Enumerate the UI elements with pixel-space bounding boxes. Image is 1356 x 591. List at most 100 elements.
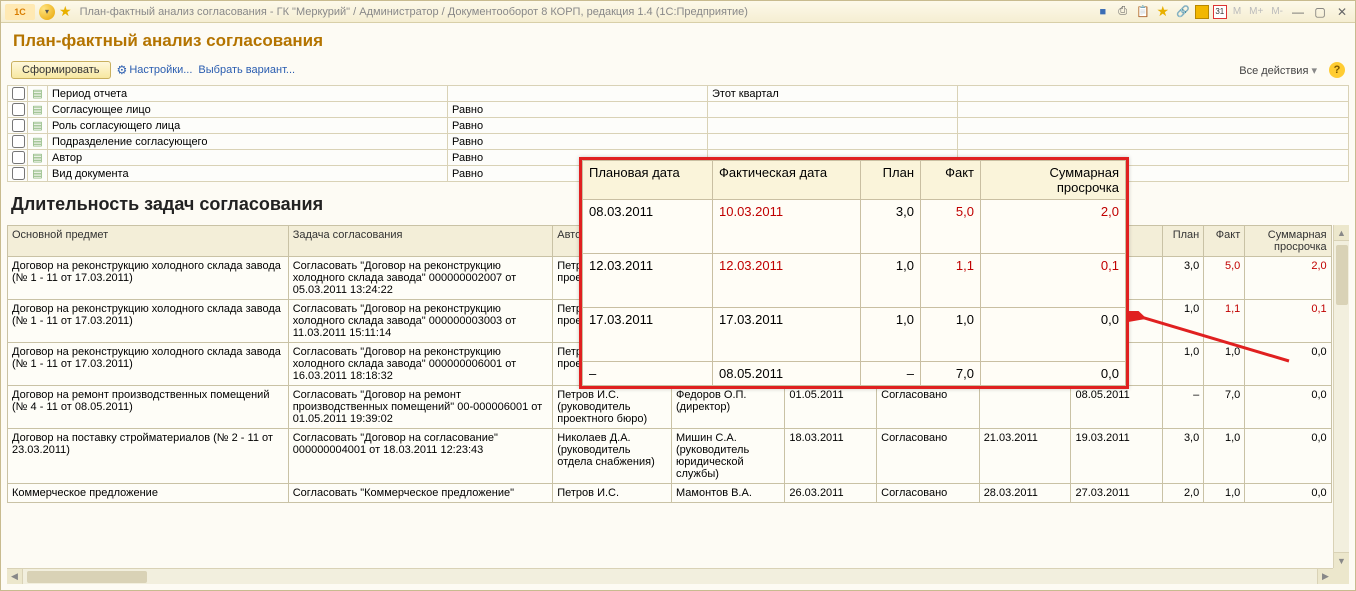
cell-fact: 5,0 bbox=[1204, 257, 1245, 300]
scrollbar-vertical[interactable]: ▲ ▼ bbox=[1333, 225, 1349, 568]
cell-fact: 1,1 bbox=[1204, 300, 1245, 343]
calendar-icon[interactable]: 31 bbox=[1213, 5, 1227, 19]
scrollbar-horizontal[interactable]: ◀ ▶ bbox=[7, 568, 1333, 584]
form-button[interactable]: Сформировать bbox=[11, 61, 111, 79]
cell-author: Петров И.С. (руководитель проектного бюр… bbox=[553, 386, 672, 429]
cell-plan: 3,0 bbox=[1163, 429, 1204, 484]
app-window: 1C ▾ ★ План-фактный анализ согласования … bbox=[0, 0, 1356, 591]
filter-checkbox-cell[interactable] bbox=[8, 166, 28, 182]
cell-plan: 1,0 bbox=[1163, 300, 1204, 343]
cell-status: Согласовано bbox=[877, 484, 980, 503]
cell-overdue: 0,0 bbox=[1245, 386, 1331, 429]
titlebar-right: ■ ⎙ 📋 ★ 🔗 31 M M+ M- — ▢ ✕ bbox=[1095, 4, 1351, 20]
scroll-thumb-h[interactable] bbox=[27, 571, 147, 583]
cell-task: Согласовать "Договор на согласование" 00… bbox=[288, 429, 553, 484]
scroll-thumb-v[interactable] bbox=[1336, 245, 1348, 305]
filter-val[interactable] bbox=[708, 118, 958, 134]
filter-icon: ▤ bbox=[28, 118, 48, 134]
print-icon[interactable]: ⎙ bbox=[1115, 4, 1131, 20]
filter-checkbox-cell[interactable] bbox=[8, 134, 28, 150]
help-icon[interactable]: ? bbox=[1329, 62, 1345, 78]
minimize-icon[interactable]: — bbox=[1289, 4, 1307, 20]
filter-row: ▤Период отчетаЭтот квартал bbox=[8, 86, 1349, 102]
ov-col-fdate: Фактическая дата bbox=[713, 161, 861, 200]
cell-task: Согласовать "Договор на реконструкцию хо… bbox=[288, 343, 553, 386]
ov-plan: 1,0 bbox=[861, 308, 921, 362]
cell-task: Согласовать "Договор на реконструкцию хо… bbox=[288, 300, 553, 343]
clipboard-icon[interactable]: 📋 bbox=[1135, 4, 1151, 20]
cell-d2: 21.03.2011 bbox=[979, 429, 1071, 484]
titlebar: 1C ▾ ★ План-фактный анализ согласования … bbox=[1, 1, 1355, 23]
filter-checkbox-cell[interactable] bbox=[8, 86, 28, 102]
scroll-up-icon[interactable]: ▲ bbox=[1334, 225, 1349, 241]
cell-plan: – bbox=[1163, 386, 1204, 429]
scroll-down-icon[interactable]: ▼ bbox=[1334, 552, 1349, 568]
filter-cond bbox=[448, 86, 708, 102]
overlay-row: –08.05.2011–7,00,0 bbox=[583, 362, 1126, 386]
filter-extra bbox=[958, 102, 1349, 118]
table-row[interactable]: Договор на поставку стройматериалов (№ 2… bbox=[8, 429, 1349, 484]
filter-checkbox[interactable] bbox=[12, 167, 25, 180]
col-overdue: Суммарная просрочка bbox=[1245, 226, 1331, 257]
cell-subject: Договор на поставку стройматериалов (№ 2… bbox=[8, 429, 289, 484]
save-icon[interactable]: ■ bbox=[1095, 4, 1111, 20]
cell-subject: Коммерческое предложение bbox=[8, 484, 289, 503]
cell-fact: 7,0 bbox=[1204, 386, 1245, 429]
ov-fact: 5,0 bbox=[921, 200, 981, 254]
filter-label: Период отчета bbox=[48, 86, 448, 102]
choose-variant-link[interactable]: Выбрать вариант... bbox=[198, 64, 295, 76]
m-icon: M bbox=[1231, 6, 1243, 17]
filter-checkbox-cell[interactable] bbox=[8, 118, 28, 134]
maximize-icon[interactable]: ▢ bbox=[1311, 4, 1329, 20]
cell-overdue: 0,0 bbox=[1245, 429, 1331, 484]
ov-fdate: 10.03.2011 bbox=[713, 200, 861, 254]
ov-plan: 1,0 bbox=[861, 254, 921, 308]
filter-val[interactable]: Этот квартал bbox=[708, 86, 958, 102]
filter-val[interactable] bbox=[708, 134, 958, 150]
cell-date: 26.03.2011 bbox=[785, 484, 877, 503]
filter-checkbox-cell[interactable] bbox=[8, 150, 28, 166]
cell-subject: Договор на реконструкцию холодного склад… bbox=[8, 343, 289, 386]
settings-link[interactable]: ⚙Настройки... bbox=[117, 63, 193, 77]
overlay-row: 08.03.201110.03.20113,05,02,0 bbox=[583, 200, 1126, 254]
close-icon[interactable]: ✕ bbox=[1333, 4, 1351, 20]
cell-author: Николаев Д.А. (руководитель отдела снабж… bbox=[553, 429, 672, 484]
nav-back-icon[interactable]: ▾ bbox=[39, 4, 55, 20]
calculator-icon[interactable] bbox=[1195, 5, 1209, 19]
col-task: Задача согласования bbox=[288, 226, 553, 257]
cell-plan: 2,0 bbox=[1163, 484, 1204, 503]
cell-plan: 3,0 bbox=[1163, 257, 1204, 300]
filter-checkbox[interactable] bbox=[12, 87, 25, 100]
table-row[interactable]: Договор на ремонт производственных помещ… bbox=[8, 386, 1349, 429]
col-subject: Основной предмет bbox=[8, 226, 289, 257]
table-row[interactable]: Коммерческое предложениеСогласовать "Ком… bbox=[8, 484, 1349, 503]
star-icon[interactable]: ★ bbox=[1155, 4, 1171, 20]
ov-over: 2,0 bbox=[981, 200, 1126, 254]
filter-checkbox[interactable] bbox=[12, 103, 25, 116]
settings-label: Настройки... bbox=[129, 64, 192, 76]
filter-checkbox[interactable] bbox=[12, 151, 25, 164]
cell-exec: Мишин С.А. (руководитель юридической слу… bbox=[672, 429, 785, 484]
ov-pdate: – bbox=[583, 362, 713, 386]
window-title: План-фактный анализ согласования - ГК "М… bbox=[80, 6, 748, 18]
filter-checkbox[interactable] bbox=[12, 135, 25, 148]
filter-checkbox[interactable] bbox=[12, 119, 25, 132]
cell-date: 01.05.2011 bbox=[785, 386, 877, 429]
all-actions-dropdown[interactable]: Все действия bbox=[1239, 64, 1317, 77]
ov-over: 0,0 bbox=[981, 362, 1126, 386]
ov-plan: – bbox=[861, 362, 921, 386]
cell-overdue: 0,0 bbox=[1245, 484, 1331, 503]
favorite-icon[interactable]: ★ bbox=[59, 3, 72, 20]
link-icon[interactable]: 🔗 bbox=[1175, 4, 1191, 20]
cell-status: Согласовано bbox=[877, 386, 980, 429]
scroll-left-icon[interactable]: ◀ bbox=[7, 569, 23, 584]
filter-val[interactable] bbox=[708, 102, 958, 118]
scroll-right-icon[interactable]: ▶ bbox=[1317, 569, 1333, 584]
filter-cond: Равно bbox=[448, 118, 708, 134]
filter-cond: Равно bbox=[448, 134, 708, 150]
cell-task: Согласовать "Коммерческое предложение" bbox=[288, 484, 553, 503]
cell-d3: 08.05.2011 bbox=[1071, 386, 1163, 429]
filter-checkbox-cell[interactable] bbox=[8, 102, 28, 118]
ov-plan: 3,0 bbox=[861, 200, 921, 254]
ov-col-plan: План bbox=[861, 161, 921, 200]
